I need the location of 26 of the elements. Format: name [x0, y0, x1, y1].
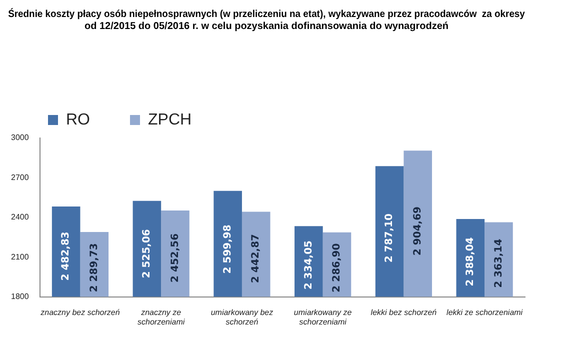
x-tick-label: lekki bez schorzeń — [370, 308, 438, 317]
data-label: 2 442,87 — [250, 234, 262, 284]
x-tick-label: znaczny ze schorzeniami — [138, 308, 185, 326]
chart-title: Średnie koszty płacy osób niepełnosprawnych (w przeliczeniu na etat), wykazywane przez pracodawców za okresy od 12/2015 do 05/2016 r. w celu pozyskania dofinansowania do wynagrodzeń — [8, 7, 526, 32]
y-tick-label: 2100 — [11, 252, 30, 262]
data-label: 2 525,06 — [142, 229, 153, 278]
y-tick-label: 1800 — [11, 292, 30, 302]
data-label: 2 363,14 — [493, 238, 504, 288]
y-tick-label: 2700 — [11, 172, 30, 182]
y-tick-label: 2400 — [11, 212, 30, 222]
data-label: 2 388,04 — [465, 237, 476, 286]
x-tick-label: umiarkowany ze schorzeniami — [294, 308, 352, 326]
y-tick-label: 3000 — [11, 133, 30, 142]
data-label: 2 286,90 — [332, 243, 343, 292]
data-label: 2 289,73 — [88, 243, 100, 292]
x-tick-label: znaczny bez schorzeń — [40, 308, 120, 317]
legend-label: RO — [66, 111, 90, 128]
legend-label: ZPCH — [148, 111, 192, 128]
data-label: 2 904,69 — [412, 206, 424, 256]
x-tick-label: umiarkowany bez schorzeń — [210, 308, 274, 326]
data-label: 2 599,98 — [222, 224, 234, 274]
data-label: 2 787,10 — [384, 213, 396, 263]
data-label: 2 334,05 — [303, 240, 314, 290]
data-label: 2 482,83 — [60, 232, 72, 281]
x-tick-label: lekki ze schorzeniami — [446, 308, 523, 317]
data-label: 2 452,56 — [170, 233, 181, 282]
